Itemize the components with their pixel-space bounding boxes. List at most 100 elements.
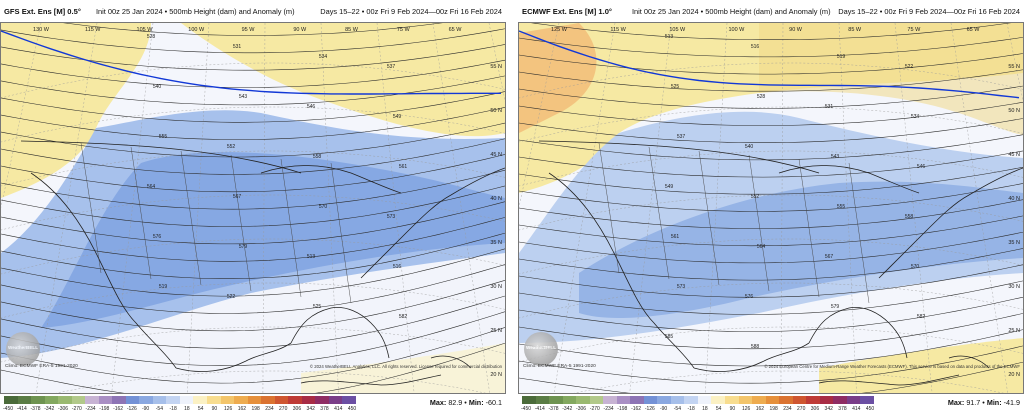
longitude-label: 75 W [397,27,411,33]
latitude-line [1,282,505,319]
longitude-label: 100 W [728,27,745,33]
contour-label: 540 [745,144,754,150]
contour-label: 579 [831,304,840,310]
colorbar-tick-label: -378 [548,406,559,412]
colorbar-tick-label: 54 [197,406,204,412]
height-contour [1,169,505,210]
colorbar-swatch [711,396,725,404]
latitude-line [519,238,1023,275]
positive-anomaly-region [819,338,1023,393]
max-value: 82.9 [448,398,463,407]
latitude-label: 55 N [1008,64,1020,70]
colorbar-swatch [288,396,302,404]
latitude-label: 40 N [490,196,502,202]
contour-label: 513 [665,34,674,40]
contour-label: 561 [399,164,408,170]
colorbar-tick-label: -450 [2,406,14,412]
height-contour [519,166,1023,195]
colorbar-swatch [166,396,180,404]
longitude-label: 125 W [551,27,568,33]
latitude-label: 45 N [1008,152,1020,158]
map-area: 130 W 115 W 105 W 100 W 95 W 90 W 85 W 75 W 65 W… [0,22,506,394]
height-anomaly-map: 130 W 115 W 105 W 100 W 95 W 90 W 85 W 75 W 65 W… [1,23,505,393]
colorbar-swatch [206,396,221,404]
colorbar-swatch [792,396,807,404]
colorbar-swatch [697,396,712,404]
colorbar-swatch [112,396,126,404]
longitude-label: 90 W [789,27,803,33]
colorbar-labels: -450 -414 -378 -342 -306 -270 -234 -198 -162 -126… [521,406,875,415]
contour-label: 543 [831,154,840,160]
latitude-line [519,326,1023,363]
latitude-line [519,282,1023,319]
colorbar-tick-label: 450 [865,406,875,412]
colorbar-tick-label: -234 [85,406,96,412]
latitude-label: 20 N [490,372,502,378]
height-contour [1,122,505,158]
colorbar-tick-label: 378 [838,406,847,412]
colorbar-swatch [71,396,86,404]
latitude-label: 50 N [490,108,502,114]
latitude-line [56,370,486,393]
longitude-label: 85 W [345,27,359,33]
contour-label: 558 [905,214,914,220]
colorbar-swatch [535,396,550,404]
state-border [230,154,252,292]
colorbar-swatch [342,396,356,404]
state-border [330,162,352,304]
height-contour [519,361,1023,393]
gfs-panel: GFS Ext. Ens [M] 0.5° Init 00z 25 Jan 20… [0,0,506,417]
contour-label: 525 [671,84,680,90]
height-contour [519,313,1023,350]
anomaly-colorbar [4,396,356,404]
longitude-line [35,23,98,393]
longitude-label: 95 W [242,27,256,33]
height-contour [530,23,1012,40]
contour-label: 546 [917,164,926,170]
longitude-line [187,23,210,393]
longitude-label: 115 W [85,27,101,33]
height-contour [519,183,1023,212]
height-contour [519,296,1023,332]
colorbar-swatch [98,396,113,404]
height-contour [1,327,505,384]
colorbar-tick-label: -342 [44,406,55,412]
contour-label: 531 [233,44,242,50]
contour-label: 555 [159,134,168,140]
latitude-label: 30 N [1008,284,1020,290]
latitude-line [1,326,505,363]
contour-label: 573 [387,214,396,220]
colorbar-tick-label: 270 [279,406,288,412]
colorbar-swatch [765,396,780,404]
colorbar-tick-label: 18 [184,406,190,412]
contour-label: 522 [905,64,914,70]
contour-label: 528 [147,34,156,40]
copyright-note: © 2024 European Centre for Medium-Range … [764,364,1020,369]
latitude-line [519,194,1023,231]
coastline [260,165,402,194]
ecmwf-panel: ECMWF Ext. Ens [M] 1.0° Init 00z 25 Jan … [518,0,1024,417]
height-contour [63,23,443,36]
colorbar-swatch [4,396,18,404]
state-border [180,150,202,286]
colorbar-tick-label: 270 [797,406,806,412]
colorbar-swatch [589,396,604,404]
longitude-label: 75 W [907,27,921,33]
highlight-contour [1,30,501,95]
longitude-line [894,23,933,393]
colorbar-tick-label: 162 [237,406,247,412]
height-contour [519,231,1023,264]
contour-label: 549 [665,184,674,190]
coastline [30,172,177,369]
contour-label: 585 [665,334,674,340]
us-canada-border [538,140,820,174]
coastline [175,342,292,372]
latitude-label: 25 N [1008,328,1020,334]
state-border [80,142,102,274]
contour-label: 549 [393,114,402,120]
init-text: Init 00z 25 Jan 2024 • 500mb Height (dam… [96,7,295,16]
latitude-line [519,150,1023,187]
colorbar-swatch [31,396,45,404]
height-contour [1,185,505,227]
latitude-label: 20 N [1008,372,1020,378]
